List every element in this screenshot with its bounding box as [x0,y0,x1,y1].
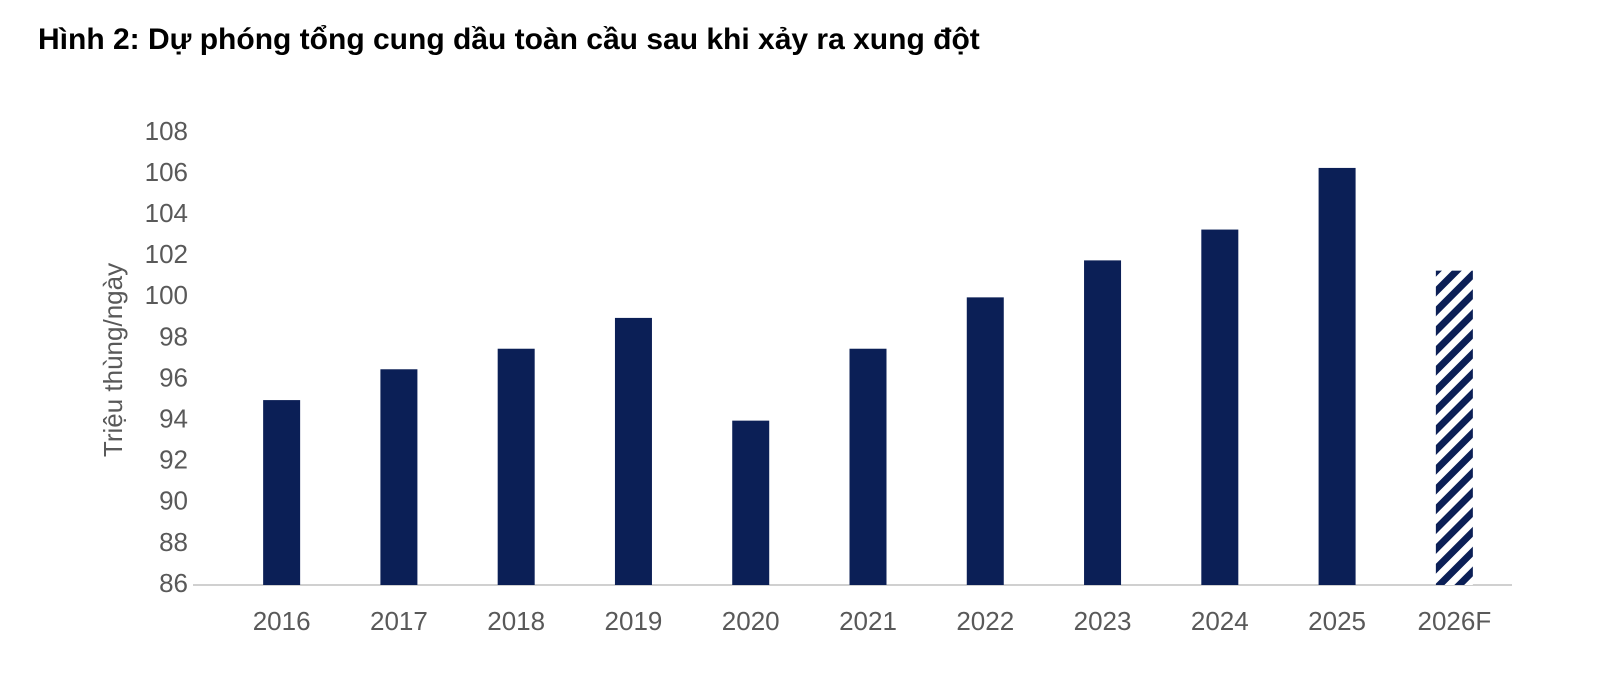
x-tick-label: 2018 [487,606,545,636]
x-tick-label: 2026F [1417,606,1491,636]
bar [380,369,418,585]
bar [849,348,887,585]
x-tick-label: 2025 [1308,606,1366,636]
y-tick-label: 106 [145,157,188,187]
bar [497,348,535,585]
y-tick-label: 94 [159,404,188,434]
bar [732,420,770,585]
x-tick-label: 2021 [839,606,897,636]
bar [1435,270,1473,585]
y-tick-label: 96 [159,362,188,392]
y-tick-label: 90 [159,486,188,516]
bar [1201,229,1239,585]
y-tick-label: 100 [145,280,188,310]
x-tick-label: 2022 [956,606,1014,636]
bar [263,400,301,585]
y-axis-label: Triệu thùng/ngày [98,263,128,457]
chart-title: Hình 2: Dự phóng tổng cung dầu toàn cầu … [38,23,980,56]
x-tick-label: 2023 [1074,606,1132,636]
x-tick-label: 2024 [1191,606,1249,636]
y-tick-label: 98 [159,321,188,351]
y-tick-label: 108 [145,116,188,146]
x-tick-label: 2017 [370,606,428,636]
x-tick-label: 2016 [253,606,311,636]
bar [1084,260,1122,585]
x-tick-label: 2020 [722,606,780,636]
bar [1318,167,1356,585]
bar [614,317,652,585]
bar [966,297,1004,585]
y-tick-label: 104 [145,198,188,228]
y-tick-label: 92 [159,445,188,475]
y-tick-label: 102 [145,239,188,269]
y-tick-label: 86 [159,568,188,598]
x-tick-label: 2019 [605,606,663,636]
y-tick-label: 88 [159,527,188,557]
